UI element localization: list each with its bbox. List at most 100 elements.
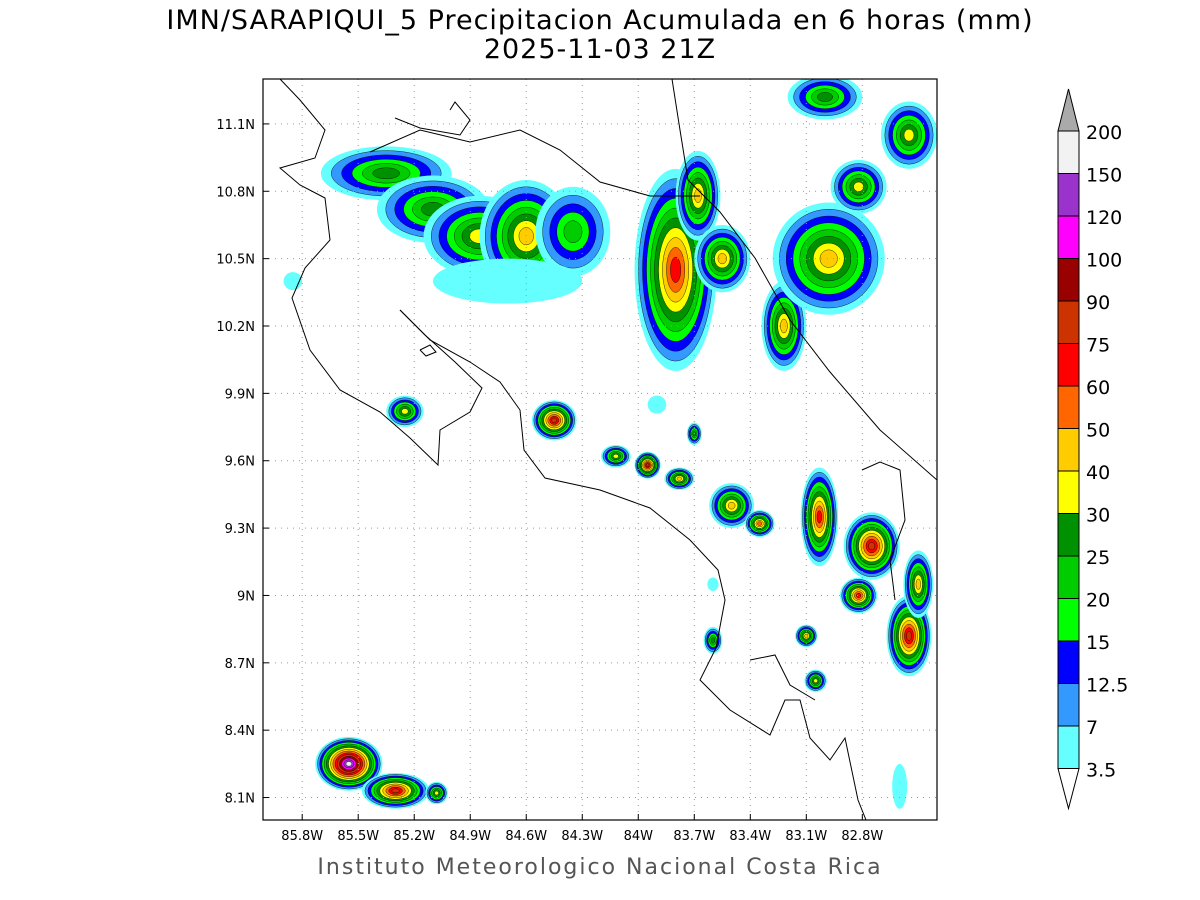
colorbar-bin — [1057, 343, 1080, 387]
precip-cell — [795, 624, 818, 648]
precip-contour — [717, 253, 727, 265]
colorbar-label: 30 — [1086, 505, 1110, 527]
lat-tick-label: 8.4N — [225, 724, 255, 739]
colorbar-bin — [1057, 258, 1080, 302]
precip-cell — [761, 281, 807, 371]
map-title: IMN/SARAPIQUI_5 Precipitacion Acumulada … — [166, 5, 1034, 36]
precip-cell — [830, 159, 887, 214]
precip-cell — [744, 510, 775, 538]
precip-cell — [694, 224, 751, 293]
colorbar-label: 90 — [1086, 292, 1110, 314]
precip-cell — [531, 400, 577, 441]
coastlines — [278, 79, 937, 820]
colorbar-bin — [1057, 640, 1080, 684]
precip-contour — [727, 501, 736, 510]
precip-contour — [372, 167, 400, 180]
lon-tick-label: 84.6W — [505, 829, 547, 844]
precip-cell — [600, 445, 631, 468]
precip-contour — [906, 631, 912, 641]
lon-tick-label: 85.2W — [393, 829, 435, 844]
precip-cell — [903, 550, 934, 618]
precip-contour — [853, 181, 864, 192]
precip-contour — [915, 578, 921, 590]
precip-contour — [819, 249, 838, 268]
precip-contour — [613, 454, 619, 459]
axis-ticks: 85.8W 85.5W 85.2W 84.9W 84.6W 84.3W 84W 83.7W 83… — [216, 118, 883, 844]
lon-tick-label: 84.3W — [561, 829, 603, 844]
burica-coastline — [749, 654, 816, 701]
caribbean-coastline — [671, 79, 937, 481]
lat-tick-label: 9.6N — [225, 455, 255, 470]
precip-cell — [320, 146, 452, 201]
precip-contour — [551, 417, 558, 423]
precip-contour — [401, 408, 409, 415]
colorbar-label: 100 — [1086, 250, 1122, 272]
precip-contour — [518, 227, 534, 246]
precip-cell — [361, 772, 430, 809]
colorbar-label: 15 — [1086, 632, 1110, 654]
lat-tick-label: 10.8N — [216, 185, 255, 200]
colorbar-label: 3.5 — [1086, 760, 1116, 782]
precip-contour — [707, 577, 719, 591]
lat-tick-label: 9.9N — [225, 387, 255, 402]
colorbar-bin — [1057, 598, 1080, 642]
lat-tick-label: 9.3N — [225, 522, 255, 537]
precip-contour — [813, 678, 818, 683]
colorbar-label: 40 — [1086, 462, 1110, 484]
precip-contour — [670, 256, 681, 283]
lon-tick-label: 85.8W — [281, 829, 323, 844]
lat-tick-label: 8.1N — [225, 792, 255, 807]
nicoya-gulf-coastline — [399, 309, 867, 820]
colorbar-label: 75 — [1086, 335, 1110, 357]
colorbar-label: 120 — [1086, 207, 1122, 229]
colorbar-over-triangle — [1057, 88, 1080, 132]
precip-contour — [856, 592, 862, 598]
colorbar-bin — [1057, 215, 1080, 259]
colorbar-bin — [1057, 513, 1080, 557]
precip-cell — [634, 451, 661, 479]
colorbar: 200 150 120 100 90 75 60 50 40 30 25 20 15 12.5 7 3.5 — [1057, 88, 1128, 811]
precip-contour — [903, 128, 915, 142]
lon-tick-label: 83.4W — [729, 829, 771, 844]
precip-cell — [535, 186, 611, 277]
precip-contour — [647, 395, 667, 414]
precip-cell — [315, 736, 383, 791]
precip-contour — [757, 521, 762, 526]
colorbar-bin — [1057, 470, 1080, 514]
precip-cell — [892, 763, 908, 809]
footer-credit: Instituto Meteorologico Nacional Costa R… — [317, 855, 883, 880]
colorbar-label: 12.5 — [1086, 675, 1128, 697]
colorbar-bin — [1057, 300, 1080, 344]
colorbar-label: 25 — [1086, 547, 1110, 569]
precip-cell — [839, 577, 878, 614]
colorbar-label: 150 — [1086, 165, 1122, 187]
precip-contour — [645, 463, 650, 467]
colorbar-bin — [1057, 173, 1080, 217]
precip-cell — [772, 202, 885, 315]
colorbar-bin — [1057, 683, 1080, 727]
colorbar-label: 60 — [1086, 377, 1110, 399]
lake-nicaragua-shore — [394, 101, 471, 136]
precip-contour — [391, 788, 400, 794]
colorbar-bin — [1057, 428, 1080, 472]
precip-cell — [787, 79, 863, 120]
lon-tick-label: 83.7W — [673, 829, 715, 844]
precip-contour — [868, 541, 876, 551]
precip-contour — [345, 761, 352, 767]
lat-tick-label: 8.7N — [225, 657, 255, 672]
nicaragua-border — [369, 129, 700, 197]
colorbar-label: 7 — [1086, 717, 1098, 739]
precip-cell — [425, 781, 448, 805]
precip-cell — [843, 512, 900, 580]
lon-tick-label: 83.1W — [785, 829, 827, 844]
precip-cell — [707, 577, 719, 591]
lat-tick-label: 9N — [237, 589, 255, 604]
precip-contour — [780, 318, 788, 334]
colorbar-label: 200 — [1086, 122, 1122, 144]
map-frame — [262, 78, 938, 821]
precip-contour — [563, 220, 583, 243]
precip-cell — [432, 258, 583, 304]
precip-contour — [710, 637, 716, 644]
lon-tick-label: 85.5W — [337, 829, 379, 844]
